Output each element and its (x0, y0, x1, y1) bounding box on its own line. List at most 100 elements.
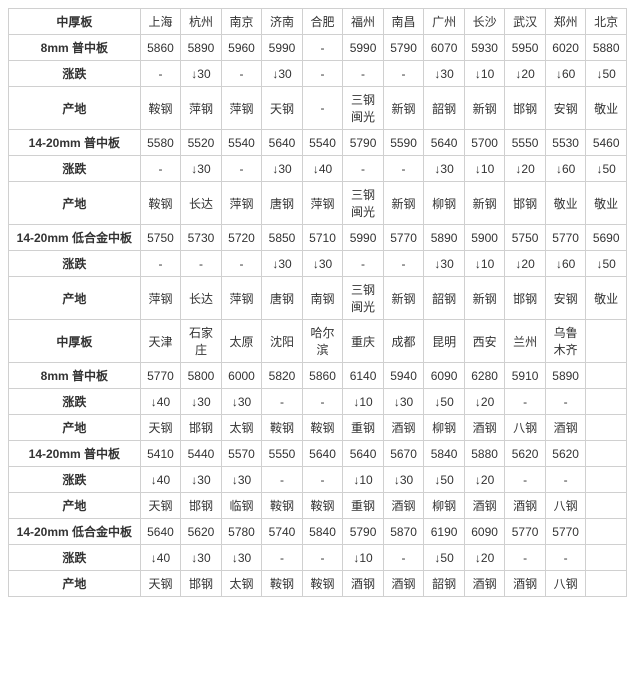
change-label: 涨跌 (9, 389, 141, 415)
change-cell: ↓50 (586, 156, 627, 182)
change-cell: - (383, 251, 424, 277)
empty-cell (586, 363, 627, 389)
origin-cell: 萍钢 (302, 182, 343, 225)
origin-cell: 酒钢 (464, 493, 505, 519)
price-cell: 5670 (383, 441, 424, 467)
change-cell: ↓30 (424, 251, 465, 277)
change-cell: ↓20 (505, 156, 546, 182)
table-row: 8mm 普中板5860589059605990-5990579060705930… (9, 35, 627, 61)
origin-cell: 萍钢 (221, 87, 262, 130)
empty-cell (586, 389, 627, 415)
origin-cell: 邯钢 (505, 277, 546, 320)
price-cell: 5870 (383, 519, 424, 545)
price-cell: 5880 (464, 441, 505, 467)
table-row: 14-20mm 普中板55805520554056405540579055905… (9, 130, 627, 156)
origin-cell: 邯钢 (505, 182, 546, 225)
product-name: 14-20mm 低合金中板 (9, 519, 141, 545)
origin-cell: 敬业 (586, 87, 627, 130)
product-name: 8mm 普中板 (9, 35, 141, 61)
change-cell: ↓50 (424, 389, 465, 415)
price-table: 中厚板上海杭州南京济南合肥福州南昌广州长沙武汉郑州北京8mm 普中板586058… (8, 8, 627, 597)
price-cell: 6070 (424, 35, 465, 61)
change-cell: - (545, 467, 586, 493)
origin-cell: 邯钢 (181, 493, 222, 519)
change-label: 涨跌 (9, 467, 141, 493)
change-cell: ↓30 (181, 545, 222, 571)
change-cell: ↓60 (545, 61, 586, 87)
change-cell: - (302, 389, 343, 415)
price-cell: 5880 (586, 35, 627, 61)
city-header: 成都 (383, 320, 424, 363)
change-cell: - (221, 251, 262, 277)
origin-label: 产地 (9, 415, 141, 441)
table-row: 产地天钢邯钢太钢鞍钢鞍钢重钢酒钢柳钢酒钢八钢酒钢 (9, 415, 627, 441)
price-cell: 5440 (181, 441, 222, 467)
table-row: 中厚板天津石家庄太原沈阳哈尔滨重庆成都昆明西安兰州乌鲁木齐 (9, 320, 627, 363)
change-cell: - (383, 61, 424, 87)
change-cell: ↓30 (221, 545, 262, 571)
change-cell: - (140, 156, 181, 182)
city-header: 哈尔滨 (302, 320, 343, 363)
origin-cell: 酒钢 (383, 571, 424, 597)
change-cell: ↓20 (464, 545, 505, 571)
change-cell: - (140, 61, 181, 87)
origin-cell: 八钢 (545, 493, 586, 519)
change-cell: ↓10 (464, 61, 505, 87)
origin-cell: 八钢 (505, 415, 546, 441)
origin-cell: 邯钢 (181, 571, 222, 597)
price-cell: 6000 (221, 363, 262, 389)
price-cell: 5550 (262, 441, 303, 467)
price-cell: 5860 (302, 363, 343, 389)
product-name: 14-20mm 普中板 (9, 130, 141, 156)
origin-cell: 邯钢 (505, 87, 546, 130)
price-cell: 5640 (424, 130, 465, 156)
change-cell: - (545, 545, 586, 571)
price-cell: 5640 (302, 441, 343, 467)
change-cell: ↓30 (262, 156, 303, 182)
price-cell: 5770 (505, 519, 546, 545)
origin-cell: 天钢 (140, 415, 181, 441)
origin-cell: 新钢 (383, 277, 424, 320)
price-cell: 5640 (262, 130, 303, 156)
change-cell: - (343, 156, 384, 182)
origin-label: 产地 (9, 493, 141, 519)
table-row: 涨跌↓40↓30↓30--↓10↓30↓50↓20-- (9, 467, 627, 493)
change-cell: - (302, 61, 343, 87)
change-cell: ↓30 (262, 61, 303, 87)
change-cell: - (343, 251, 384, 277)
origin-cell: 三钢闽光 (343, 277, 384, 320)
origin-cell: 鞍钢 (262, 493, 303, 519)
table-row: 涨跌↓40↓30↓30--↓10-↓50↓20-- (9, 545, 627, 571)
origin-cell: 唐钢 (262, 182, 303, 225)
city-header: 广州 (424, 9, 465, 35)
origin-cell: 天钢 (262, 87, 303, 130)
price-cell: 5730 (181, 225, 222, 251)
price-cell: 5840 (302, 519, 343, 545)
origin-cell: 三钢闽光 (343, 87, 384, 130)
city-header: 昆明 (424, 320, 465, 363)
city-header: 北京 (586, 9, 627, 35)
price-cell: 5790 (383, 35, 424, 61)
origin-cell: 韶钢 (424, 571, 465, 597)
table-row: 中厚板上海杭州南京济南合肥福州南昌广州长沙武汉郑州北京 (9, 9, 627, 35)
price-cell: 5700 (464, 130, 505, 156)
change-cell: ↓30 (221, 389, 262, 415)
origin-cell: 太钢 (221, 571, 262, 597)
table-row: 产地天钢邯钢临钢鞍钢鞍钢重钢酒钢柳钢酒钢酒钢八钢 (9, 493, 627, 519)
table-row: 14-20mm 低合金中板564056205780574058405790587… (9, 519, 627, 545)
change-cell: ↓50 (586, 61, 627, 87)
change-cell: - (383, 156, 424, 182)
empty-cell (586, 320, 627, 363)
table-row: 涨跌---↓30↓30--↓30↓10↓20↓60↓50 (9, 251, 627, 277)
price-cell: 5770 (545, 519, 586, 545)
product-name: 8mm 普中板 (9, 363, 141, 389)
origin-cell: 萍钢 (140, 277, 181, 320)
city-header: 长沙 (464, 9, 505, 35)
price-cell: 5750 (140, 225, 181, 251)
change-cell: - (140, 251, 181, 277)
change-cell: ↓30 (383, 389, 424, 415)
empty-cell (586, 415, 627, 441)
change-cell: ↓50 (424, 545, 465, 571)
price-cell: 5740 (262, 519, 303, 545)
price-cell: 5940 (383, 363, 424, 389)
